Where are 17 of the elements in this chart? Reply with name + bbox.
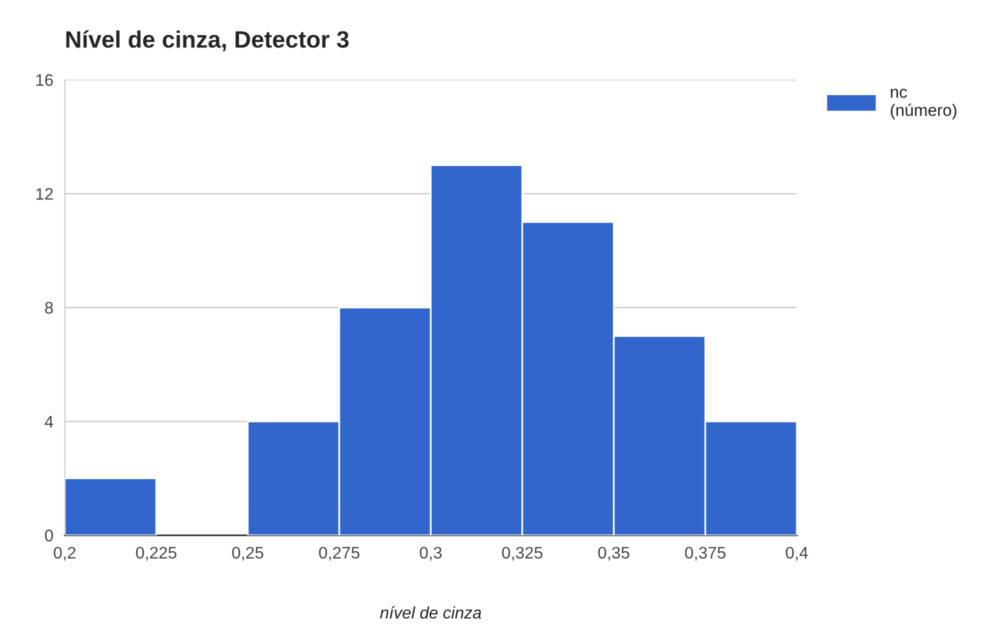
x-tick-label: 0,275 <box>319 546 360 561</box>
x-tick-label: 0,2 <box>54 546 76 561</box>
x-tick-label: 0,4 <box>786 546 808 561</box>
x-tick-label: 0,225 <box>136 546 176 561</box>
x-tick-label: 0,25 <box>232 546 264 561</box>
x-tick-label: 0,35 <box>598 546 630 561</box>
y-tick-label: 12 <box>36 188 53 200</box>
x-axis-title: nível de cinza <box>380 606 482 619</box>
y-tick-label: 16 <box>36 74 53 86</box>
x-tick-label: 0,3 <box>420 546 442 561</box>
y-tick-label: 8 <box>45 302 53 314</box>
x-tick-label: 0,325 <box>502 546 542 561</box>
y-tick-label: 4 <box>44 416 54 428</box>
x-tick-label: 0,375 <box>685 546 726 561</box>
legend-label: nc (número) <box>890 88 956 120</box>
y-tick-label: 0 <box>45 530 53 542</box>
chart-title: Nível de cinza, Detector 3 <box>66 30 349 52</box>
